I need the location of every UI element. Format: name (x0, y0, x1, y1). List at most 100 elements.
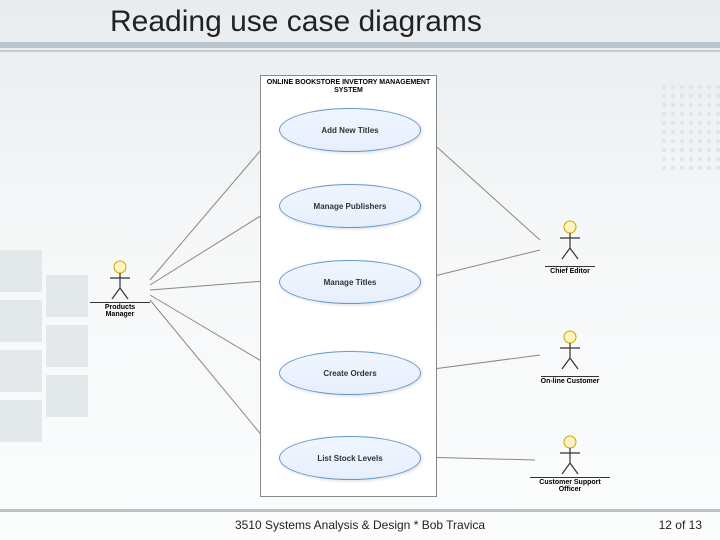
deco-dot (662, 157, 666, 161)
deco-dot (689, 112, 693, 116)
deco-dot (689, 139, 693, 143)
usecase-uc3: Manage Titles (279, 260, 421, 304)
deco-dot (716, 148, 720, 152)
deco-dot (671, 112, 675, 116)
deco-dot (680, 166, 684, 170)
connection-a1-uc3 (150, 280, 278, 290)
deco-dot (707, 103, 711, 107)
deco-dot (689, 121, 693, 125)
deco-dot (680, 139, 684, 143)
deco-dot (698, 139, 702, 143)
deco-dot (689, 166, 693, 170)
deco-square (0, 350, 42, 392)
deco-dot (698, 148, 702, 152)
deco-square (0, 250, 42, 292)
deco-dot (671, 148, 675, 152)
deco-dot (716, 112, 720, 116)
header-accent-line (0, 50, 720, 52)
deco-dot (671, 130, 675, 134)
deco-square (0, 300, 42, 342)
connection-a1-uc1 (150, 130, 278, 280)
deco-dot (707, 121, 711, 125)
deco-dot (689, 103, 693, 107)
actor-label-a4: Customer Support Officer (530, 477, 610, 493)
actor-label-a1: Products Manager (90, 302, 150, 318)
usecase-uc1: Add New Titles (279, 108, 421, 152)
deco-dot (671, 139, 675, 143)
deco-dot (707, 85, 711, 89)
deco-dot (680, 103, 684, 107)
deco-square (0, 400, 42, 442)
deco-dot (689, 85, 693, 89)
deco-dot (671, 121, 675, 125)
system-boundary: ONLINE BOOKSTORE INVETORY MANAGEMENT SYS… (260, 75, 437, 497)
deco-dot (662, 166, 666, 170)
usecase-uc5: List Stock Levels (279, 436, 421, 480)
deco-dot (698, 130, 702, 134)
deco-dot (689, 130, 693, 134)
deco-dot (671, 103, 675, 107)
deco-dot (716, 139, 720, 143)
deco-dot (662, 148, 666, 152)
deco-dot (680, 85, 684, 89)
deco-dot (662, 103, 666, 107)
deco-dot (680, 112, 684, 116)
actor-label-a2: Chief Editor (545, 266, 595, 275)
deco-dot (662, 85, 666, 89)
deco-dot (698, 157, 702, 161)
deco-dot (662, 139, 666, 143)
slide-title: Reading use case diagrams (110, 5, 482, 39)
deco-dot (680, 94, 684, 98)
deco-dot (707, 112, 711, 116)
deco-dot (698, 121, 702, 125)
deco-dot (707, 166, 711, 170)
deco-dot (662, 112, 666, 116)
actor-a3: On-line Customer (540, 330, 600, 388)
deco-dot (680, 121, 684, 125)
deco-dot (671, 94, 675, 98)
deco-dot (716, 94, 720, 98)
deco-dot (698, 112, 702, 116)
deco-dot (671, 157, 675, 161)
header-accent-bar (0, 42, 720, 48)
system-title: ONLINE BOOKSTORE INVETORY MANAGEMENT SYS… (261, 79, 436, 96)
deco-dot (698, 94, 702, 98)
usecase-diagram: ONLINE BOOKSTORE INVETORY MANAGEMENT SYS… (110, 75, 610, 495)
connection-a1-uc2 (150, 205, 278, 285)
deco-dot (671, 166, 675, 170)
connection-a1-uc4 (150, 295, 278, 371)
deco-dot (680, 157, 684, 161)
deco-dot (662, 130, 666, 134)
actor-a2: Chief Editor (540, 220, 600, 278)
footer-accent (0, 509, 720, 512)
actor-a4: Customer Support Officer (530, 435, 610, 496)
actor-label-a3: On-line Customer (541, 376, 600, 385)
footer-course: 3510 Systems Analysis & Design * Bob Tra… (0, 518, 720, 532)
deco-dot (662, 121, 666, 125)
footer-page: 12 of 13 (659, 518, 702, 532)
deco-dot (707, 130, 711, 134)
deco-dot (689, 94, 693, 98)
deco-dot (716, 103, 720, 107)
deco-dot (707, 94, 711, 98)
deco-dot (662, 94, 666, 98)
deco-dot (716, 157, 720, 161)
connection-a1-uc5 (150, 300, 278, 455)
deco-dot (689, 148, 693, 152)
deco-dot (716, 85, 720, 89)
deco-square (46, 275, 88, 317)
usecase-uc4: Create Orders (279, 351, 421, 395)
actor-a1: Products Manager (90, 260, 150, 321)
deco-dot (707, 157, 711, 161)
deco-dot (716, 121, 720, 125)
deco-dot (698, 103, 702, 107)
deco-square (46, 325, 88, 367)
deco-dot (698, 166, 702, 170)
deco-dot (707, 139, 711, 143)
deco-dot (671, 85, 675, 89)
deco-dot (716, 166, 720, 170)
usecase-uc2: Manage Publishers (279, 184, 421, 228)
deco-dot (698, 85, 702, 89)
deco-dot (716, 130, 720, 134)
deco-square (46, 375, 88, 417)
